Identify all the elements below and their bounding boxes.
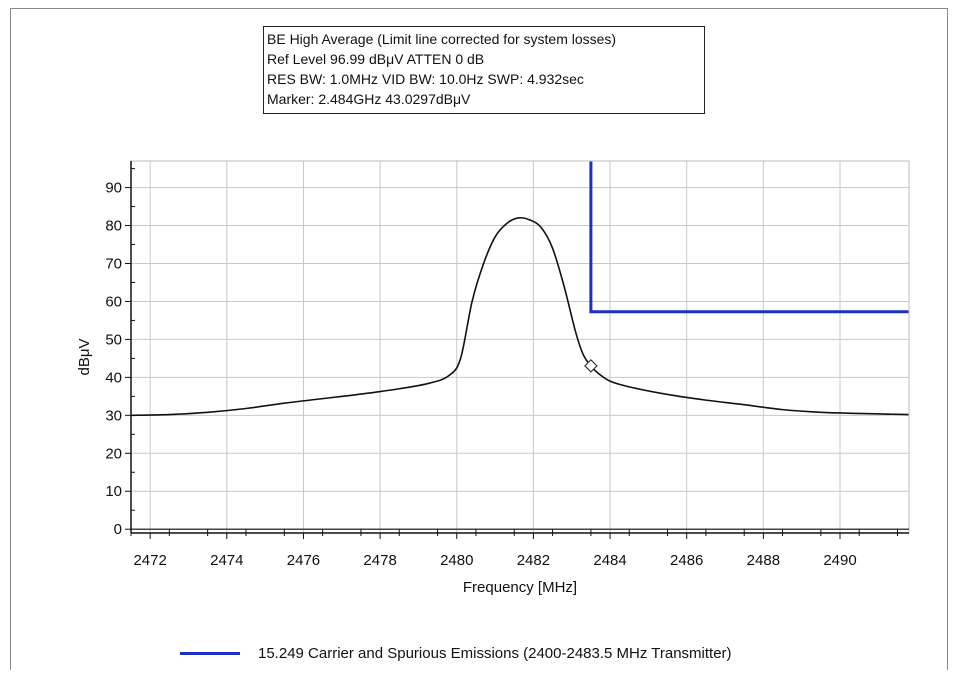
x-tick-label: 2478 [363,552,396,569]
x-tick-label: 2484 [593,552,626,569]
grid [131,161,909,533]
y-tick-label: 0 [114,521,122,538]
x-tick-label: 2482 [517,552,550,569]
x-tick-label: 2488 [747,552,780,569]
series-group [130,161,910,417]
y-tick-label: 90 [105,180,122,197]
limit-line [589,161,909,314]
x-tick-label: 2490 [823,552,856,569]
plot-area [131,161,909,533]
marker-diamond [584,359,598,373]
y-tick-label: 20 [105,445,122,462]
info-title: BE High Average (Limit line corrected fo… [267,31,617,47]
trace-line [130,216,910,417]
info-marker: Marker: 2.484GHz 43.0297dBμV [267,91,471,107]
x-tick-label: 2476 [287,552,320,569]
y-tick-label: 30 [105,407,122,424]
x-tick-label: 2480 [440,552,473,569]
legend-label: 15.249 Carrier and Spurious Emissions (2… [258,645,732,662]
y-tick-label: 50 [105,331,122,348]
y-tick-label: 40 [105,369,122,386]
y-tick-label: 80 [105,218,122,235]
legend: 15.249 Carrier and Spurious Emissions (2… [180,645,732,662]
info-bandwidth: RES BW: 1.0MHz VID BW: 10.0Hz SWP: 4.932… [267,71,584,87]
info-ref-level: Ref Level 96.99 dBμV ATTEN 0 dB [267,51,485,67]
legend-swatch [180,652,240,655]
x-tick-label: 2472 [133,552,166,569]
measurement-info-box: BE High Average (Limit line corrected fo… [263,26,705,114]
tick-labels: 2472 2474 2476 2478 2480 2482 2484 2486 2488 2490… [105,180,856,569]
x-axis-title: Frequency [MHz] [463,579,577,596]
y-axis-title: dBμV [76,339,93,376]
y-tick-label: 10 [105,483,122,500]
window-frame [10,8,948,670]
x-tick-label: 2474 [210,552,243,569]
y-tick-label: 60 [105,293,122,310]
axes [125,160,910,539]
y-tick-label: 70 [105,255,122,272]
x-tick-label: 2486 [670,552,703,569]
